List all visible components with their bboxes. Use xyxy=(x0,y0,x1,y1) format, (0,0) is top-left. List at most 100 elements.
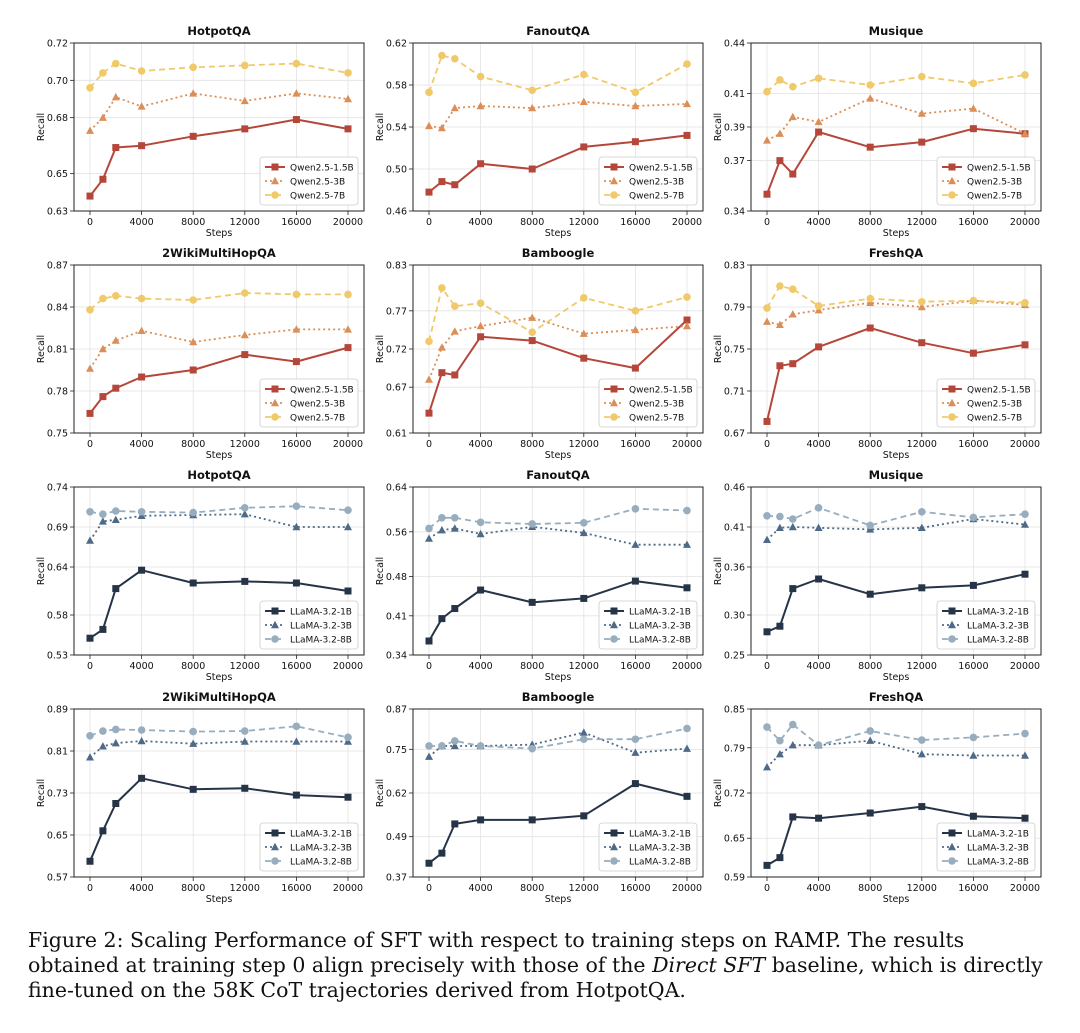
legend-label: Qwen2.5-1.5B xyxy=(967,164,1031,174)
series-LLaMA-3.2-8B xyxy=(425,505,691,533)
y-tick-label: 0.84 xyxy=(47,303,68,314)
data-point xyxy=(438,178,446,186)
subplot-title: FreshQA xyxy=(869,246,923,260)
data-point xyxy=(1021,520,1029,528)
y-tick-label: 0.63 xyxy=(47,207,68,218)
data-point xyxy=(99,294,107,303)
legend: LLaMA-3.2-1B LLaMA-3.2-3B LLaMA-3.2-8B xyxy=(598,600,698,650)
legend-label: LLaMA-3.2-3B xyxy=(629,844,691,854)
data-point xyxy=(438,51,446,60)
caption-text-end: baseline, which is directly fine-tuned o… xyxy=(28,953,1043,1002)
x-tick-label: 20000 xyxy=(1010,883,1040,894)
series-line xyxy=(89,92,349,132)
data-point xyxy=(344,94,352,103)
legend-box xyxy=(936,600,1036,650)
data-point xyxy=(438,369,446,377)
data-point xyxy=(918,138,926,146)
figure-caption: Figure 2: Scaling Performance of SFT wit… xyxy=(28,928,1058,1003)
data-point xyxy=(775,320,784,329)
data-point xyxy=(241,125,249,133)
series-line xyxy=(89,569,349,640)
data-point xyxy=(189,89,198,97)
data-point xyxy=(425,859,433,867)
series-line xyxy=(428,525,687,546)
data-point xyxy=(917,523,926,531)
data-point xyxy=(580,812,588,820)
legend-box xyxy=(259,156,359,206)
data-point xyxy=(292,89,301,97)
legend-label: LLaMA-3.2-1B xyxy=(629,608,691,618)
y-tick-label: 0.44 xyxy=(724,39,745,50)
data-point xyxy=(189,727,197,736)
data-point xyxy=(789,720,797,729)
legend-label: Qwen2.5-1.5B xyxy=(290,164,354,174)
x-tick-label: 4000 xyxy=(130,217,154,228)
data-point xyxy=(189,132,197,140)
y-tick-label: 0.58 xyxy=(47,611,68,622)
series-Qwen2.5-1.5B xyxy=(86,344,352,417)
series-Qwen2.5-3B xyxy=(425,313,691,383)
legend-marker xyxy=(610,398,618,407)
data-point xyxy=(969,349,977,357)
x-tick-label: 4000 xyxy=(130,661,154,672)
data-point xyxy=(112,800,120,807)
x-tick-label: 20000 xyxy=(1010,661,1040,672)
x-tick-label: 0 xyxy=(87,661,93,672)
legend-box xyxy=(598,378,698,428)
data-point xyxy=(528,165,536,173)
data-point xyxy=(631,540,640,548)
data-point xyxy=(437,123,446,132)
x-tick-label: 12000 xyxy=(569,661,599,672)
data-point xyxy=(138,566,146,574)
x-tick-label: 16000 xyxy=(281,883,311,894)
legend-marker xyxy=(610,385,618,393)
data-point xyxy=(1021,510,1029,518)
data-point xyxy=(241,727,249,735)
subplot-title: FreshQA xyxy=(869,690,923,704)
subplot-title: 2WikiMultiHopQA xyxy=(162,246,276,260)
subplot-9: Musique 0.25 0.30 0.36 0.41 0.46 0 4000 8000 1200… xyxy=(713,468,1042,683)
data-point xyxy=(789,360,797,368)
series-line xyxy=(428,100,688,129)
data-point xyxy=(580,594,588,602)
legend-marker xyxy=(610,413,618,421)
data-point xyxy=(240,510,249,518)
data-point xyxy=(241,61,249,70)
data-point xyxy=(86,409,94,417)
data-point xyxy=(969,104,978,112)
data-point xyxy=(86,731,94,740)
data-point xyxy=(528,313,537,321)
x-tick-label: 0 xyxy=(426,439,432,450)
data-point xyxy=(425,375,433,383)
subplot-1: HotpotQA 0.63 0.65 0.68 0.70 0.72 0 4000 8000 120… xyxy=(36,24,365,239)
data-point xyxy=(866,81,874,89)
data-point xyxy=(683,316,691,324)
data-point xyxy=(451,514,459,522)
data-point xyxy=(344,522,352,531)
data-point xyxy=(451,820,459,828)
data-point xyxy=(814,504,823,512)
data-point xyxy=(1021,570,1029,578)
data-point xyxy=(528,86,536,95)
x-axis-label: Steps xyxy=(883,450,910,461)
data-point xyxy=(917,750,926,758)
subplot-title: HotpotQA xyxy=(187,468,250,482)
y-tick-label: 0.67 xyxy=(386,383,407,394)
series-line xyxy=(428,782,688,864)
legend-label: LLaMA-3.2-1B xyxy=(967,830,1029,840)
y-tick-label: 0.87 xyxy=(386,705,407,716)
legend-box xyxy=(598,156,698,206)
data-point xyxy=(969,296,978,305)
y-tick-label: 0.70 xyxy=(47,76,68,87)
series-Qwen2.5-7B xyxy=(86,59,352,92)
series-line xyxy=(89,505,349,516)
data-point xyxy=(683,584,691,592)
data-point xyxy=(476,299,485,307)
x-axis-label: Steps xyxy=(545,672,572,683)
x-tick-label: 20000 xyxy=(672,883,702,894)
legend-marker xyxy=(610,191,618,199)
data-point xyxy=(917,109,926,117)
data-point xyxy=(763,190,771,198)
data-point xyxy=(189,785,197,793)
data-point xyxy=(451,181,459,189)
